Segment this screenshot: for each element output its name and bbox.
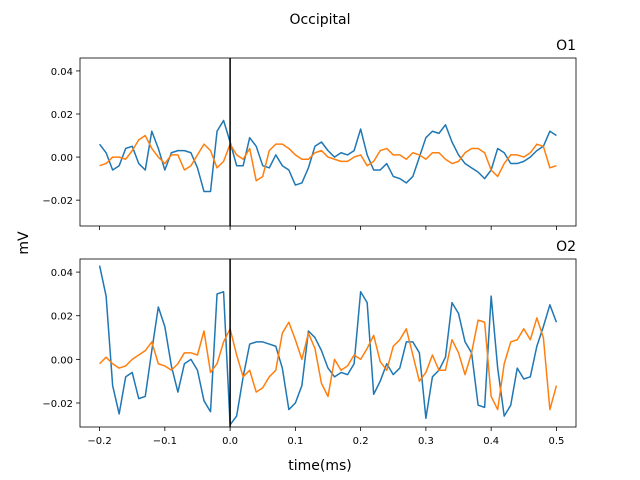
series-line-2 [99, 134, 557, 182]
y-tick-label: 0.04 [51, 67, 73, 78]
axes-frame [79, 258, 577, 428]
x-tick-label: 0.0 [222, 436, 238, 447]
subplot-title: O1 [556, 38, 576, 54]
x-tick-label: 0.4 [483, 436, 499, 447]
figure-suptitle: Occipital [289, 12, 350, 28]
series-line-2 [99, 317, 558, 411]
axes-frame [79, 57, 577, 227]
subplot-title: O2 [556, 239, 576, 255]
x-tick-label: 0.3 [418, 436, 434, 447]
y-tick-label: 0.04 [51, 268, 73, 279]
series-line-1 [98, 119, 557, 193]
y-tick-label: 0.02 [51, 312, 73, 323]
y-tick-label: −0.02 [42, 196, 73, 207]
y-tick-label: 0.00 [51, 153, 73, 164]
subplot-o2: 0.04 0.02 0.00 −0.02 −0.2 −0.1 0.0 0.1 0.2 0.3 0.4… [42, 239, 577, 447]
y-tick-label: 0.02 [51, 110, 73, 121]
x-tick-label: −0.1 [153, 436, 177, 447]
x-tick-label: 0.5 [548, 436, 564, 447]
y-tick-label: 0.00 [51, 355, 73, 366]
x-tick-label: 0.1 [287, 436, 303, 447]
x-tick-label: 0.2 [353, 436, 369, 447]
y-axis-label: mV [16, 231, 32, 255]
subplot-o1: 0.04 0.02 0.00 −0.02 O1 [42, 38, 577, 230]
series-line-1 [98, 265, 558, 426]
x-tick-label: −0.2 [87, 436, 111, 447]
x-axis-label: time(ms) [288, 458, 352, 474]
y-tick-label: −0.02 [42, 399, 73, 410]
